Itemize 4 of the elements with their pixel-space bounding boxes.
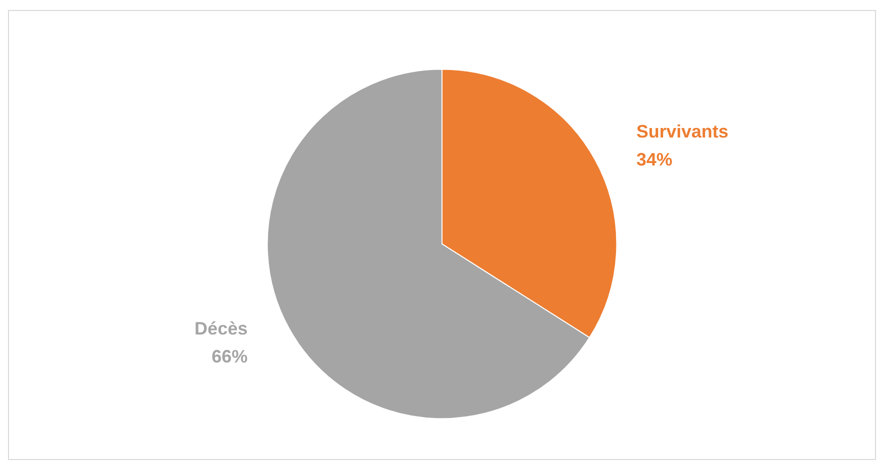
data-label: 34% [636, 149, 672, 170]
slice-label: Survivants [636, 121, 728, 142]
data-label: 66% [212, 346, 248, 367]
slice-label: Décès [194, 318, 248, 339]
